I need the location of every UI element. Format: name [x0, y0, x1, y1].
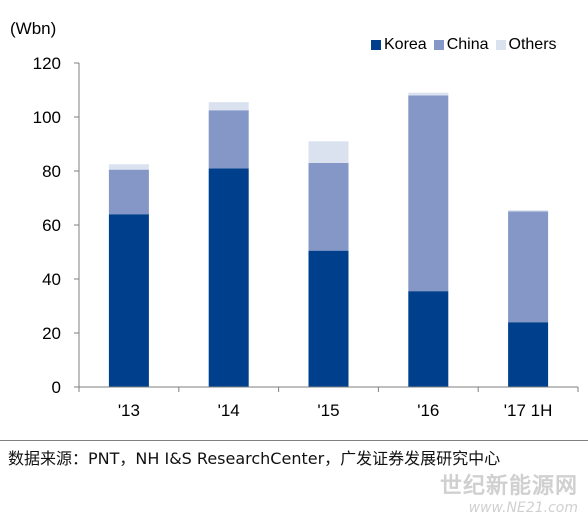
legend: Korea China Others: [371, 36, 564, 54]
y-axis: 0 20 40 60 80 100 120: [33, 54, 80, 397]
y-tick-label: 100: [33, 108, 61, 127]
y-tick-label: 60: [42, 216, 61, 235]
x-tick-label: '13: [118, 401, 140, 420]
x-tick-label: '17 1H: [504, 401, 553, 420]
bar-segment-china: [108, 169, 149, 215]
source-note: 数据来源：PNT，NH I&S ResearchCenter，广发证券发展研究中…: [8, 449, 501, 468]
legend-swatch: [371, 40, 381, 50]
y-tick-label: 20: [42, 324, 61, 343]
bar-segment-china: [308, 162, 349, 251]
y-tick-label: 120: [33, 54, 61, 73]
bar-segment-korea: [508, 322, 549, 387]
divider: [0, 440, 588, 441]
legend-swatch: [433, 40, 444, 50]
x-tick-label: '15: [317, 401, 339, 420]
bar-segment-korea: [308, 250, 349, 387]
chart-canvas: 0 20 40 60 80 100 120 '13 '14 '15 '16 '17 1H: [33, 54, 579, 420]
bars: [108, 92, 549, 387]
bar-segment-others: [508, 210, 549, 212]
bar-segment-china: [208, 110, 249, 169]
y-tick-label: 40: [42, 270, 61, 289]
bar-segment-others: [108, 164, 149, 170]
legend-label: Korea: [384, 36, 427, 53]
y-axis-unit-label: (Wbn): [10, 19, 57, 38]
legend-label: China: [446, 36, 489, 53]
watermark-logo: 世纪新能源网 www.NE21.com: [418, 468, 578, 516]
bar-segment-korea: [408, 291, 449, 387]
bar-segment-korea: [108, 214, 149, 387]
x-tick-label: '16: [417, 401, 439, 420]
y-tick-label: 0: [52, 378, 61, 397]
legend-item-others: Others: [495, 36, 557, 54]
bar-segment-others: [408, 92, 449, 96]
legend-label: Others: [508, 36, 557, 53]
bar-segment-china: [408, 95, 449, 292]
legend-item-china: China: [433, 36, 489, 54]
x-tick-label: '14: [218, 401, 240, 420]
y-tick-label: 80: [42, 162, 61, 181]
bar-segment-others: [208, 102, 249, 111]
bar-segment-korea: [208, 168, 249, 387]
bar-segment-china: [508, 211, 549, 323]
legend-swatch: [495, 40, 506, 50]
watermark-line2: www.NE21.com: [468, 500, 578, 516]
bar-segment-others: [308, 141, 349, 163]
legend-item-korea: Korea: [371, 36, 427, 54]
x-axis: '13 '14 '15 '16 '17 1H: [78, 386, 579, 420]
